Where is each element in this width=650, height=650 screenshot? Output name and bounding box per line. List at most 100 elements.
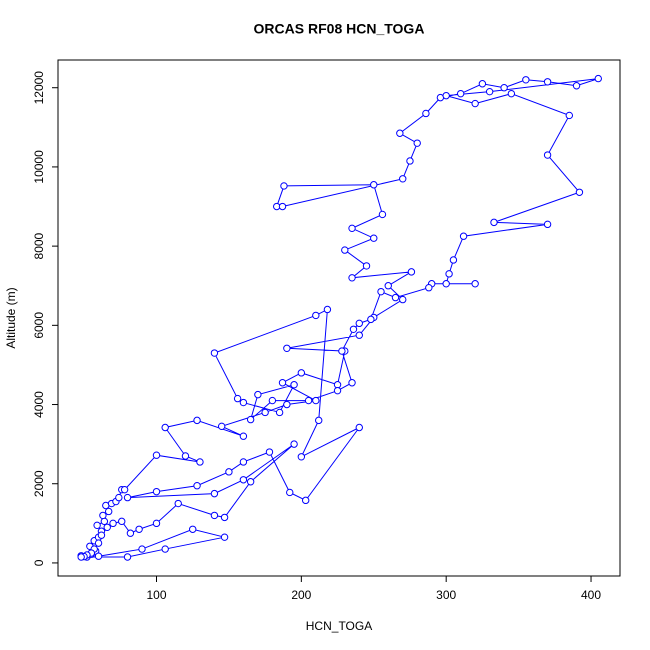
data-point <box>384 282 392 290</box>
x-tick-label: 100 <box>146 588 166 602</box>
data-point <box>367 315 375 324</box>
data-point <box>355 423 363 432</box>
data-point <box>378 210 387 219</box>
data-point <box>290 440 298 448</box>
data-point <box>478 80 487 88</box>
data-point <box>485 87 494 96</box>
data-point <box>370 234 378 242</box>
data-point <box>370 181 378 189</box>
data-point <box>189 525 197 533</box>
data-point <box>355 331 363 339</box>
data-point <box>239 458 248 466</box>
data-point <box>312 311 320 320</box>
series-line <box>81 78 599 558</box>
data-point <box>425 284 433 292</box>
data-point <box>225 468 233 476</box>
x-tick-label: 300 <box>436 588 456 602</box>
data-point <box>246 415 255 424</box>
data-point <box>77 553 85 561</box>
data-point <box>315 416 323 425</box>
data-point <box>280 182 288 190</box>
data-point <box>138 545 146 553</box>
data-point <box>399 295 407 304</box>
y-tick-label: 4000 <box>32 391 46 418</box>
y-tick-label: 12000 <box>32 71 46 105</box>
data-point <box>594 74 602 83</box>
data-point <box>543 151 552 159</box>
data-point <box>217 422 226 431</box>
data-point <box>413 139 421 147</box>
y-tick-label: 2000 <box>32 470 46 497</box>
data-point <box>377 287 385 296</box>
data-point <box>161 545 169 553</box>
data-point <box>99 511 107 520</box>
data-point <box>565 111 574 120</box>
data-point <box>442 91 450 100</box>
data-point <box>210 511 219 520</box>
data-point <box>572 82 581 90</box>
y-tick-label: 0 <box>32 559 46 566</box>
data-point <box>120 485 129 494</box>
data-point <box>338 347 346 355</box>
data-point <box>399 175 407 183</box>
data-point <box>297 369 306 377</box>
y-tick-label: 6000 <box>32 312 46 339</box>
x-axis-label: HCN_TOGA <box>306 619 372 633</box>
x-tick-label: 400 <box>581 588 601 602</box>
data-point <box>442 280 450 288</box>
data-point <box>283 344 291 352</box>
data-point <box>233 394 242 403</box>
data-point <box>104 507 113 516</box>
data-point <box>174 499 182 508</box>
plot-frame <box>57 59 621 577</box>
data-point <box>94 552 103 560</box>
data-point <box>341 246 349 254</box>
data-point <box>123 553 132 561</box>
data-point <box>396 129 404 137</box>
data-point <box>522 76 530 84</box>
data-point <box>193 416 201 425</box>
data-point <box>297 453 306 461</box>
data-point <box>348 274 356 282</box>
data-point <box>93 521 101 530</box>
data-point <box>220 513 229 522</box>
data-point <box>152 487 161 496</box>
data-point <box>471 280 479 288</box>
data-point <box>152 519 161 528</box>
data-point <box>161 423 169 432</box>
data-point <box>304 396 313 405</box>
data-point <box>283 400 291 409</box>
data-point <box>100 517 109 526</box>
data-point <box>115 493 123 502</box>
data-point <box>333 381 342 389</box>
data-point <box>543 78 552 86</box>
data-point <box>286 488 294 497</box>
data-point <box>490 218 498 227</box>
data-point <box>348 379 356 387</box>
data-point <box>278 379 287 387</box>
data-point <box>239 476 248 484</box>
y-axis-label: Altitude (m) <box>4 287 18 348</box>
y-tick-label: 10000 <box>32 150 46 184</box>
data-point <box>94 539 103 547</box>
data-point <box>290 381 298 389</box>
data-point <box>220 533 229 541</box>
data-point <box>355 319 363 328</box>
data-point <box>196 458 204 466</box>
data-point <box>349 325 358 333</box>
data-point <box>210 489 219 498</box>
data-point <box>118 517 126 526</box>
data-point <box>312 396 320 405</box>
data-point <box>362 262 371 270</box>
data-point <box>456 89 465 98</box>
data-point <box>575 188 584 196</box>
data-point <box>422 109 430 118</box>
data-point <box>406 157 414 165</box>
data-point <box>268 396 277 405</box>
data-point <box>123 493 132 502</box>
data-point <box>254 390 262 399</box>
data-point <box>103 523 111 531</box>
data-point <box>391 293 400 302</box>
data-point <box>278 202 287 211</box>
